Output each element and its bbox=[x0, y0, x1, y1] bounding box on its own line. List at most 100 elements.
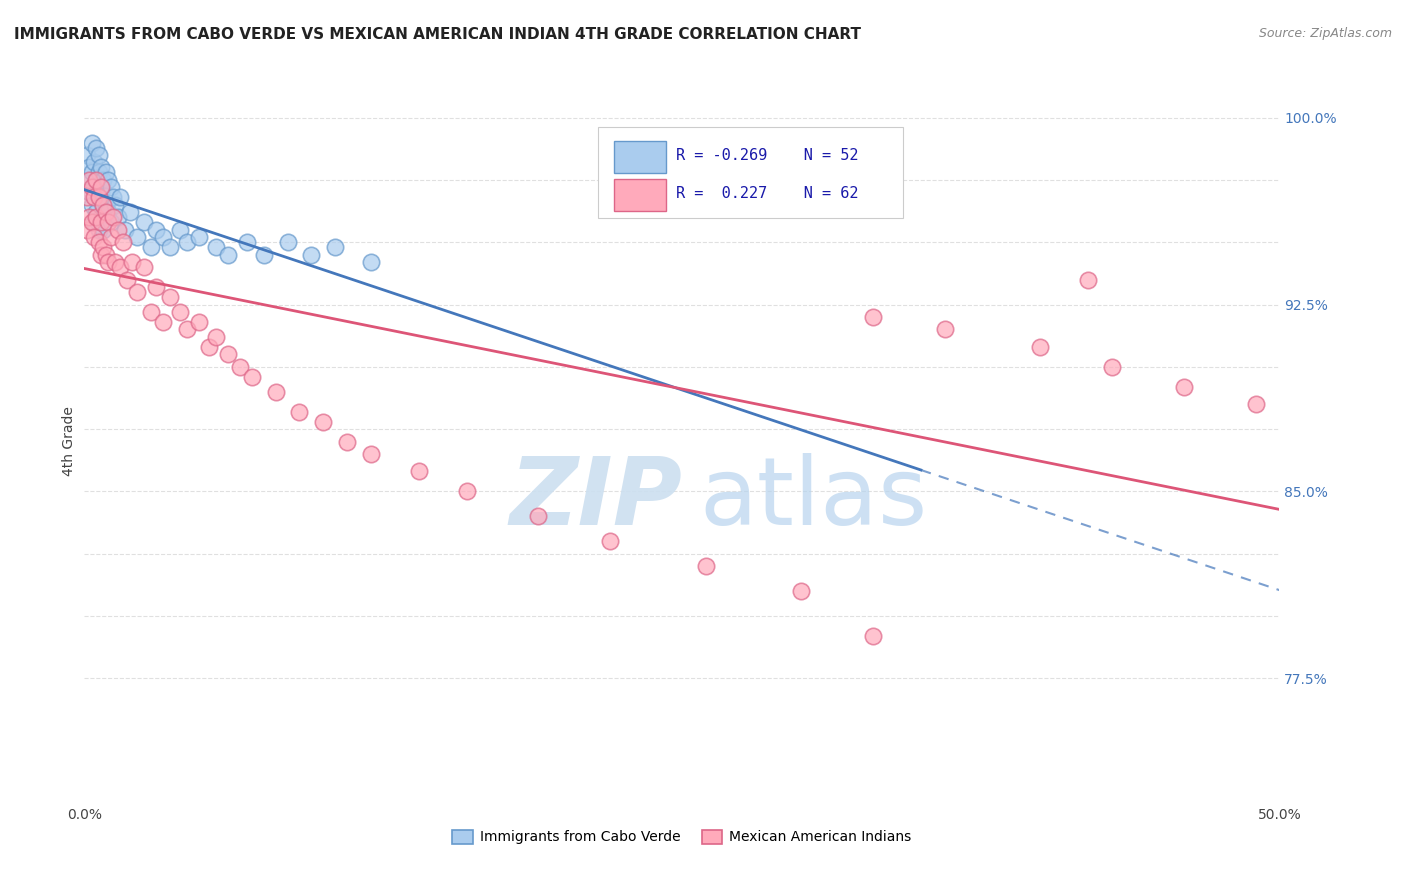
Point bbox=[141, 305, 163, 319]
Point bbox=[100, 230, 122, 244]
Point bbox=[695, 559, 717, 574]
Point bbox=[169, 223, 191, 237]
Point bbox=[83, 215, 105, 229]
Point bbox=[336, 434, 359, 449]
Text: R =  0.227    N = 62: R = 0.227 N = 62 bbox=[676, 186, 859, 201]
Point bbox=[77, 186, 100, 200]
Point bbox=[862, 310, 884, 324]
Point bbox=[145, 223, 167, 237]
Point bbox=[93, 198, 115, 212]
Point bbox=[90, 211, 112, 225]
Point bbox=[188, 315, 211, 329]
Point bbox=[87, 148, 110, 162]
Point bbox=[125, 230, 148, 244]
Point bbox=[217, 248, 239, 262]
Point bbox=[110, 190, 132, 204]
Point bbox=[117, 272, 139, 286]
Point bbox=[169, 305, 191, 319]
Point bbox=[86, 173, 108, 187]
FancyBboxPatch shape bbox=[614, 141, 666, 173]
Point bbox=[83, 190, 105, 204]
Point bbox=[104, 198, 127, 212]
Point bbox=[80, 198, 103, 212]
Point bbox=[1173, 380, 1195, 394]
Point bbox=[86, 173, 108, 187]
Point bbox=[86, 211, 108, 225]
Point bbox=[110, 260, 132, 274]
Point bbox=[118, 205, 141, 219]
Point bbox=[104, 255, 127, 269]
Point bbox=[114, 223, 136, 237]
Point bbox=[76, 223, 98, 237]
Point bbox=[205, 240, 228, 254]
Point bbox=[87, 190, 110, 204]
Point bbox=[141, 240, 163, 254]
Point bbox=[76, 148, 98, 162]
Point bbox=[87, 165, 110, 179]
Point bbox=[599, 534, 621, 549]
Point bbox=[188, 230, 211, 244]
Point bbox=[80, 215, 103, 229]
Point bbox=[312, 415, 335, 429]
Point bbox=[87, 235, 110, 250]
Point bbox=[790, 584, 813, 599]
Point bbox=[83, 230, 105, 244]
Point bbox=[152, 315, 174, 329]
Text: atlas: atlas bbox=[700, 453, 928, 545]
Point bbox=[121, 255, 143, 269]
Point bbox=[97, 215, 120, 229]
Point bbox=[159, 240, 181, 254]
Point bbox=[1077, 272, 1099, 286]
Point bbox=[94, 198, 117, 212]
Point bbox=[456, 484, 478, 499]
Point bbox=[93, 223, 115, 237]
Point bbox=[80, 136, 103, 150]
Point bbox=[77, 173, 100, 187]
Point bbox=[152, 230, 174, 244]
Legend: Immigrants from Cabo Verde, Mexican American Indians: Immigrants from Cabo Verde, Mexican Amer… bbox=[447, 824, 917, 850]
Point bbox=[93, 240, 115, 254]
Point bbox=[83, 180, 105, 194]
Point bbox=[360, 447, 382, 461]
Point bbox=[97, 205, 120, 219]
Point bbox=[94, 165, 117, 179]
FancyBboxPatch shape bbox=[599, 128, 903, 218]
Point bbox=[107, 223, 129, 237]
FancyBboxPatch shape bbox=[614, 178, 666, 211]
Point bbox=[301, 248, 323, 262]
Point bbox=[132, 215, 156, 229]
Point bbox=[408, 465, 430, 479]
Point bbox=[264, 384, 287, 399]
Point bbox=[145, 280, 167, 294]
Point bbox=[862, 629, 884, 643]
Text: R = -0.269    N = 52: R = -0.269 N = 52 bbox=[676, 148, 859, 163]
Point bbox=[93, 173, 115, 187]
Point bbox=[93, 198, 115, 212]
Point bbox=[176, 322, 198, 336]
Point bbox=[236, 235, 259, 250]
Point bbox=[94, 248, 117, 262]
Point bbox=[97, 173, 120, 187]
Point bbox=[100, 180, 122, 194]
Y-axis label: 4th Grade: 4th Grade bbox=[62, 407, 76, 476]
Text: ZIP: ZIP bbox=[509, 453, 682, 545]
Point bbox=[101, 190, 124, 204]
Point bbox=[288, 404, 311, 418]
Point bbox=[87, 190, 110, 204]
Point bbox=[176, 235, 198, 250]
Point bbox=[94, 205, 117, 219]
Point bbox=[240, 369, 263, 384]
Point bbox=[197, 340, 219, 354]
Point bbox=[77, 161, 100, 175]
Point bbox=[1101, 359, 1123, 374]
Point bbox=[90, 248, 112, 262]
Point bbox=[77, 211, 100, 225]
Point bbox=[90, 215, 112, 229]
Point bbox=[86, 205, 108, 219]
Point bbox=[80, 165, 103, 179]
Point bbox=[86, 140, 108, 154]
Point bbox=[87, 223, 110, 237]
Point bbox=[83, 155, 105, 169]
Point bbox=[229, 359, 252, 374]
Point bbox=[253, 248, 276, 262]
